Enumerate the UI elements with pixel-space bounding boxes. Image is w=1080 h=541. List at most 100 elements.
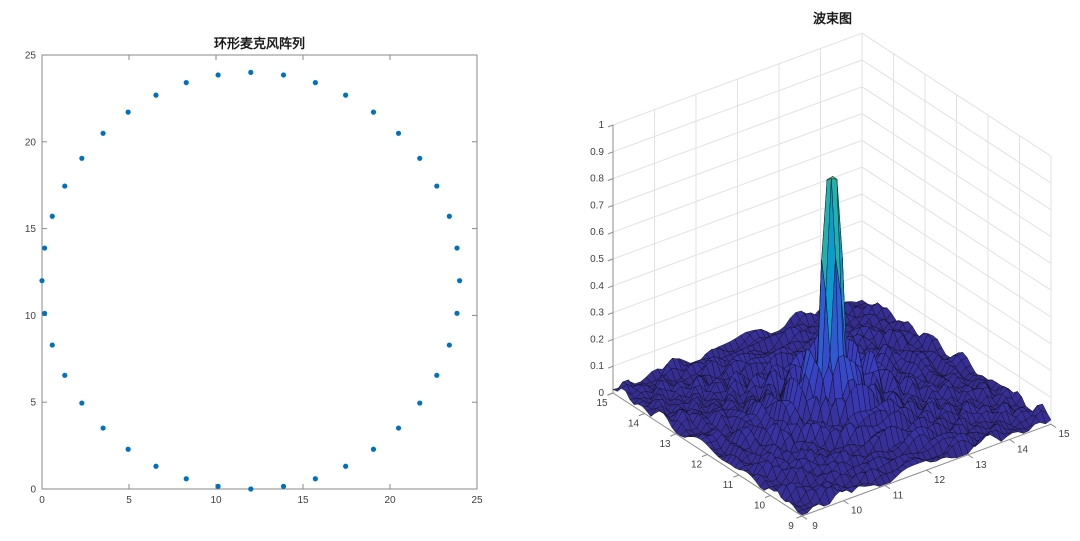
scatter-points — [39, 69, 463, 492]
y-tick-label: 11 — [893, 490, 904, 501]
surface-axes: 0 0.1 0.2 0.3 0.4 0.5 0.6 0.7 0.8 0.9 1 9 10 11 12 13 14… — [590, 120, 1070, 532]
axes-box — [41, 54, 478, 490]
z-tick-mark — [607, 365, 614, 369]
mic-point — [343, 92, 349, 98]
right-wall-grid-horizontal — [861, 247, 1052, 372]
x-tick-label: 10 — [210, 495, 222, 506]
mic-point — [343, 463, 349, 469]
mic-point — [153, 92, 159, 98]
z-tick-label: 0.6 — [590, 227, 604, 238]
y-tick-label: 25 — [25, 51, 37, 62]
mic-point — [62, 183, 68, 189]
z-tick-mark — [607, 124, 614, 128]
mic-point — [312, 476, 318, 482]
y-tick-label: 15 — [25, 224, 37, 235]
mic-point — [125, 109, 131, 115]
y-tick-label: 0 — [30, 485, 36, 496]
x-tick-mark — [733, 474, 740, 478]
z-tick-label: 0.3 — [590, 308, 604, 319]
mic-point — [434, 372, 440, 378]
left-plot-title: 环形麦克风阵列 — [213, 37, 305, 52]
mic-point — [153, 463, 159, 469]
right-wall-grid-horizontal — [861, 220, 1052, 345]
z-tick-label: 0.8 — [590, 174, 604, 185]
z-tick-label: 0.9 — [590, 147, 604, 158]
mic-point — [417, 400, 423, 406]
x-tick-label: 13 — [659, 439, 671, 450]
right-wall-grid-horizontal — [861, 193, 1052, 318]
mic-point — [280, 72, 287, 78]
mic-point — [434, 183, 440, 189]
x-tick-mark — [607, 392, 614, 396]
mic-point — [454, 310, 460, 316]
x-tick-label: 15 — [297, 495, 309, 506]
right-wall-grid-horizontal — [861, 273, 1052, 398]
mic-point — [183, 476, 189, 482]
x-tick-label: 25 — [471, 495, 483, 506]
x-tick-label: 5 — [126, 495, 132, 506]
y-tick-label: 14 — [1017, 445, 1029, 456]
right-wall-grid-horizontal — [861, 139, 1052, 264]
scatter-plot-canvas: 0 5 10 15 20 25 0 5 10 15 20 25 — [25, 51, 483, 507]
y-tick-label: 20 — [25, 137, 37, 148]
y-tick-mark — [967, 454, 974, 459]
mic-point — [417, 155, 423, 161]
mic-point — [395, 425, 402, 431]
z-tick-label: 0 — [598, 388, 604, 399]
z-tick-label: 0.1 — [590, 361, 604, 372]
z-tick-label: 0.4 — [590, 281, 604, 292]
z-tick-mark — [607, 258, 614, 262]
y-tick-mark — [801, 515, 808, 520]
z-tick-mark — [607, 312, 614, 315]
y-tick-label: 10 — [851, 506, 863, 517]
y-tick-mark — [1009, 439, 1015, 444]
left-wall-grid-horizontal — [612, 193, 863, 287]
left-axes: 0 5 10 15 20 25 0 5 10 15 20 25 — [25, 51, 483, 507]
y-tick-label: 12 — [934, 475, 946, 486]
y-tick-label: 10 — [25, 311, 37, 322]
z-tick-label: 0.2 — [590, 334, 604, 345]
mic-point — [100, 130, 106, 136]
y-tick-mark — [926, 469, 932, 474]
z-tick-mark — [607, 151, 614, 155]
right-wall-grid-horizontal — [861, 113, 1052, 238]
mic-point — [42, 245, 48, 251]
mic-point — [62, 372, 68, 378]
z-tick-label: 0.5 — [590, 254, 604, 265]
mic-point — [446, 342, 452, 348]
right-wall-grid-horizontal — [861, 86, 1052, 211]
mic-point — [42, 310, 48, 316]
mic-point — [395, 130, 402, 136]
mic-point — [79, 400, 85, 406]
x-tick-label: 15 — [596, 398, 608, 409]
y-tick-mark — [1050, 423, 1057, 428]
y-tick-label: 13 — [975, 460, 987, 471]
mic-point — [454, 245, 460, 251]
z-tick-mark — [607, 231, 614, 235]
z-tick-label: 0.7 — [590, 200, 604, 211]
y-tick-label: 15 — [1058, 429, 1070, 440]
x-tick-label: 9 — [788, 521, 794, 532]
left-wall-grid-horizontal — [612, 220, 863, 314]
x-tick-label: 14 — [628, 419, 640, 430]
surface-face — [797, 509, 808, 516]
mic-point — [49, 213, 55, 219]
x-tick-mark — [670, 433, 677, 437]
left-wall-grid-horizontal — [612, 86, 863, 180]
x-tick-mark — [796, 515, 803, 519]
mic-point — [446, 213, 452, 219]
y-tick-mark — [843, 500, 849, 505]
x-tick-label: 0 — [39, 495, 45, 506]
x-tick-mark — [764, 495, 771, 499]
left-wall-grid-horizontal — [612, 32, 863, 126]
x-tick-label: 20 — [384, 495, 396, 506]
surface-plot-canvas: 0 0.1 0.2 0.3 0.4 0.5 0.6 0.7 0.8 0.9 1 9 10 11 12 13 14… — [590, 32, 1070, 532]
x-tick-label: 10 — [754, 501, 766, 512]
mic-point — [312, 80, 318, 86]
left-wall-grid-horizontal — [612, 113, 863, 206]
mic-point — [79, 155, 85, 161]
mic-point — [125, 446, 131, 452]
mic-point — [248, 486, 254, 492]
x-tick-mark — [638, 413, 645, 417]
